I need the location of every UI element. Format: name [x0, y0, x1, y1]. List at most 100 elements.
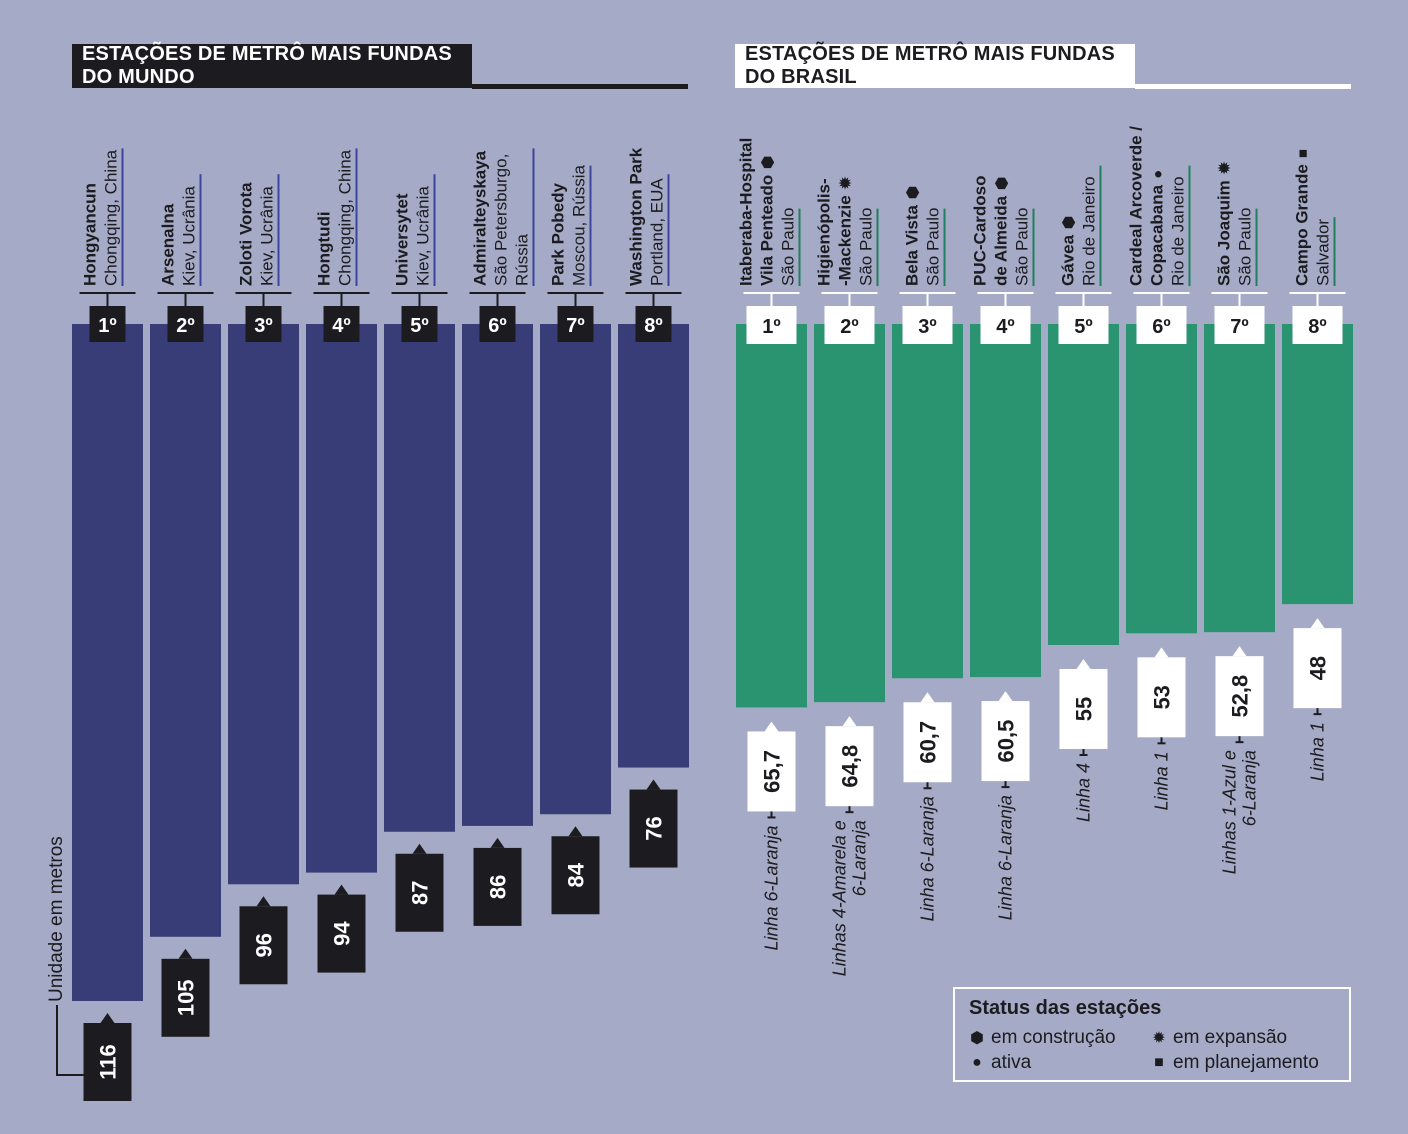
value-pin: [1232, 646, 1247, 657]
value-pin: [412, 843, 427, 854]
rank-label: 3º: [254, 315, 272, 337]
station-label: Cardeal Arcoverde / Copacabana●Rio de Jan…: [1127, 126, 1191, 286]
status-icon: ■: [1295, 149, 1312, 158]
world-station-3: 3º Zoloti Vorota Kiev, Ucrânia 96: [228, 174, 299, 985]
station-label: Gávea⬢ Rio de Janeiro: [1059, 165, 1102, 286]
station-label: Zoloti Vorota Kiev, Ucrânia: [237, 174, 280, 286]
value-badge: [83, 1023, 132, 1101]
value-badge: [825, 726, 874, 807]
value-badge: [473, 847, 522, 926]
world-bar: [618, 324, 689, 768]
station-label: Bela Vista⬢São Paulo: [903, 186, 946, 286]
line-label: Linha 4: [1074, 763, 1094, 822]
station-location: São Paulo: [779, 208, 798, 286]
value-label: 53: [1150, 685, 1175, 709]
brazil-bar: [814, 324, 885, 703]
station-name: Hongtudi: [315, 211, 334, 286]
rank-label: 1º: [762, 316, 780, 338]
value-pin: [256, 896, 271, 907]
station-location: Moscou, Rússia: [570, 165, 589, 286]
brazil-station-2: 2º Higienópolis- -Mackenzie✹São Paulo 64,8 L…: [814, 176, 885, 976]
rank-badge: [557, 306, 594, 342]
world-station-7: 7º Park Pobedy Moscou, Rússia 84: [540, 165, 611, 915]
hexagon-icon: ⬢: [970, 1030, 984, 1047]
value-label: 55: [1072, 697, 1097, 721]
station-label: Arsenalna Kiev, Ucrânia: [159, 174, 202, 286]
rank-label: 2º: [840, 316, 858, 338]
rank-label: 8º: [1308, 316, 1326, 338]
square-icon: ■: [1154, 1054, 1164, 1071]
brazil-bar: [1204, 324, 1275, 633]
value-pin: [334, 884, 349, 895]
value-pin: [178, 948, 193, 959]
brazil-bar: [970, 324, 1041, 678]
station-label: Campo Grande■Salvador: [1293, 149, 1336, 286]
unit-bracket: [56, 1005, 84, 1076]
brazil-station-4: 4º PUC-Cardoso de Almeida⬢São Paulo 60,5 Lin…: [970, 175, 1041, 920]
station-label: Itaberaba-Hospital Vila Penteado⬢São Paul…: [737, 138, 801, 286]
station-label: PUC-Cardoso de Almeida⬢São Paulo: [971, 175, 1035, 286]
station-name: Copacabana●: [1148, 170, 1167, 286]
legend-label: em planejamento: [1173, 1052, 1319, 1073]
rank-badge: [980, 306, 1031, 344]
station-name: PUC-Cardoso: [971, 175, 990, 286]
world-station-1: 1º Hongyancun Chongqing, China 116: [72, 148, 143, 1101]
rank-label: 2º: [176, 315, 194, 337]
rank-badge: [635, 306, 672, 342]
value-pin: [1310, 618, 1325, 629]
legend-label: em expansão: [1173, 1027, 1288, 1048]
station-label: São Joaquim✹São Paulo: [1215, 161, 1258, 286]
rank-badge: [89, 306, 126, 342]
status-icon: ⬢: [760, 156, 777, 169]
station-location: Kiev, Ucrânia: [258, 186, 277, 286]
world-bar: [540, 324, 611, 815]
world-station-8: 8º Washington Park Portland, EUA 76: [618, 147, 689, 868]
status-icon: ⬢: [905, 186, 922, 199]
station-label: Hongyancun Chongqing, China: [81, 148, 124, 286]
brazil-title-rule: [1135, 84, 1351, 89]
metro-line-name: Linha 1: [1152, 751, 1172, 810]
station-name: -Mackenzie✹: [836, 176, 855, 286]
world-bar: [150, 324, 221, 937]
line-label: Linha 6-Laranja: [762, 825, 782, 950]
value-label: 94: [330, 921, 355, 946]
brazil-bar: [1048, 324, 1119, 645]
value-badge: [1215, 656, 1264, 737]
station-location: São Paulo: [1236, 208, 1255, 286]
brazil-bar: [736, 324, 807, 708]
metro-line-name: Linha 6-Laranja: [762, 825, 782, 950]
star-icon: ✹: [1152, 1030, 1166, 1047]
world-bar: [228, 324, 299, 885]
station-name: de Almeida⬢: [992, 177, 1011, 286]
value-label: 116: [96, 1044, 121, 1080]
legend-title: Status das estações: [969, 997, 1162, 1019]
station-name: Zoloti Vorota: [237, 182, 256, 286]
world-bar: [384, 324, 455, 832]
station-name: Cardeal Arcoverde /: [1127, 126, 1146, 286]
value-badge: [747, 731, 796, 812]
value-pin: [764, 721, 779, 732]
status-legend: Status das estações ⬢ em construção ✹ em…: [953, 987, 1351, 1082]
station-location: Chongqing, China: [102, 149, 121, 286]
line-label: Linha 1: [1152, 751, 1172, 810]
rank-badge: [479, 306, 516, 342]
rank-label: 7º: [566, 315, 584, 337]
station-location: São Paulo: [924, 208, 943, 286]
value-badge: [981, 701, 1030, 782]
status-icon: ⬢: [994, 177, 1011, 190]
circle-icon: ●: [972, 1054, 982, 1071]
metro-line-name: Linha 6-Laranja: [918, 796, 938, 921]
world-bar: [462, 324, 533, 826]
rank-badge: [323, 306, 360, 342]
brazil-chart: 1º Itaberaba-Hospital Vila Penteado⬢São Pa…: [736, 126, 1353, 976]
value-badge: [551, 836, 600, 915]
world-chart-title: ESTAÇÕES DE METRÔ MAIS FUNDAS DO MUNDO: [72, 43, 472, 88]
station-label: Hongtudi Chongqing, China: [315, 148, 358, 286]
station-name: Gávea⬢: [1059, 216, 1078, 286]
value-label: 60,7: [916, 721, 941, 764]
metro-line-name: Linha 1: [1308, 722, 1328, 781]
rank-label: 3º: [918, 316, 936, 338]
value-badge: [317, 894, 366, 973]
